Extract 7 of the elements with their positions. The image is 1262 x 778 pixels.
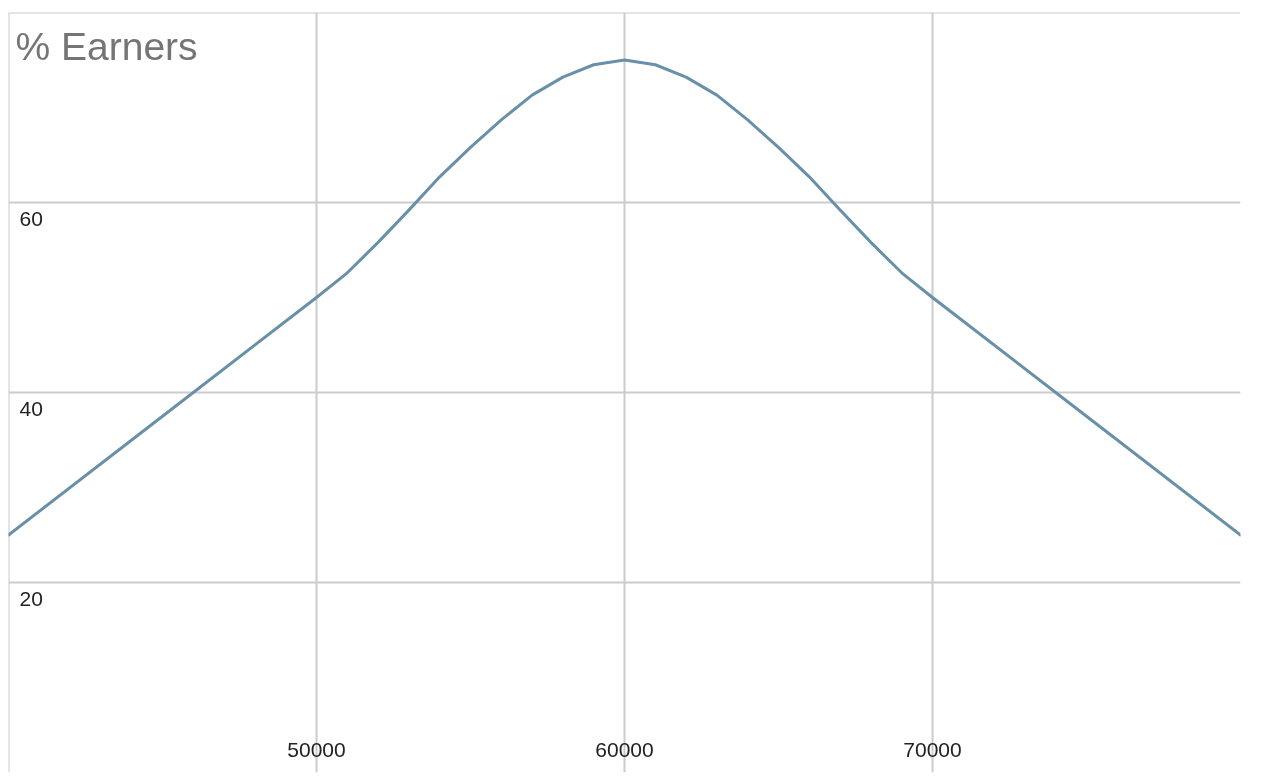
y-tick-label: 60	[19, 206, 43, 230]
y-axis-title: % Earners	[15, 24, 198, 68]
x-tick-label: 60000	[595, 737, 654, 761]
x-tick-label: 70000	[903, 737, 962, 761]
y-tick-label: 20	[19, 586, 43, 610]
y-tick-label: 40	[19, 396, 43, 420]
x-tick-label: 50000	[287, 737, 346, 761]
